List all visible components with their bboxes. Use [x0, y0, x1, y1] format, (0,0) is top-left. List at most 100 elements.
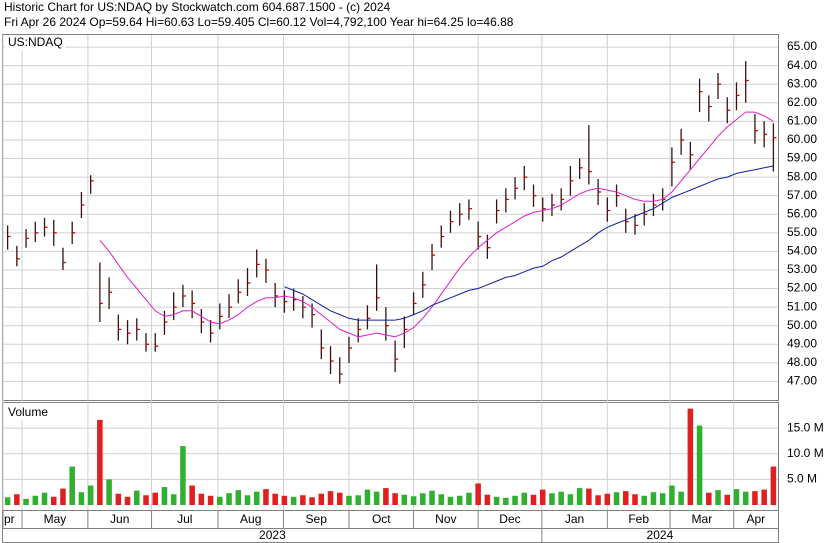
volume-bar	[678, 491, 684, 505]
volume-bar	[733, 489, 740, 505]
volume-bar	[41, 492, 48, 505]
volume-bar	[493, 496, 500, 505]
volume-bar	[401, 494, 408, 505]
y-tick-label: 52.00	[787, 281, 817, 295]
volume-bar	[420, 493, 426, 505]
volume-bar	[503, 497, 509, 505]
x-tick-label: Apr	[747, 512, 766, 526]
x-tick-label: pr	[4, 512, 15, 526]
volume-bar	[87, 485, 94, 505]
volume-bar	[180, 446, 186, 505]
y-tick-label: 62.00	[787, 95, 817, 109]
volume-bar	[484, 494, 491, 505]
volume-bar	[447, 496, 454, 505]
volume-bar	[207, 495, 214, 505]
volume-bar	[336, 492, 343, 505]
x-tick-label: Dec	[499, 512, 520, 526]
grid	[2, 35, 778, 510]
y-tick-label: 60.00	[787, 132, 817, 146]
volume-bar	[272, 493, 278, 505]
volume-bar	[198, 493, 205, 505]
y-tick-label: 65.00	[787, 39, 817, 53]
y-tick-label: 64.00	[787, 58, 817, 72]
volume-bar	[23, 498, 29, 505]
volume-bar	[32, 495, 39, 505]
volume-bar	[742, 491, 749, 505]
volume-bar	[346, 495, 352, 505]
volume-bar	[669, 485, 675, 505]
volume-bar	[521, 492, 528, 505]
volume-bar	[327, 491, 334, 505]
volume-bar	[752, 491, 758, 505]
volume-bar	[410, 496, 417, 505]
volume-bar	[226, 493, 232, 505]
volume-bar	[576, 488, 583, 505]
y-tick-label: 48.00	[787, 355, 817, 369]
volume-label: Volume	[8, 405, 48, 419]
volume-bar	[134, 490, 140, 505]
x-tick-label: Oct	[372, 512, 391, 526]
x-tick-label: Jan	[565, 512, 584, 526]
volume-bar	[429, 490, 435, 505]
volume-bar	[373, 491, 380, 505]
volume-bar	[355, 495, 361, 505]
volume-bar	[706, 492, 712, 505]
volume-bar	[392, 493, 398, 505]
y-tick-label: 56.00	[787, 206, 817, 220]
y-tick-label: 63.00	[787, 76, 817, 90]
volume-bar	[456, 495, 463, 505]
chart-subtitle: Fri Apr 26 2024 Op=59.64 Hi=60.63 Lo=59.…	[4, 15, 514, 29]
y-tick-label: 50.00	[787, 318, 817, 332]
volume-bar	[263, 489, 269, 505]
volume-bar	[715, 490, 721, 505]
volume-bar	[641, 495, 647, 505]
y-tick-label: 49.00	[787, 336, 817, 350]
volume-bar	[124, 496, 131, 505]
volume-bar	[364, 489, 371, 505]
y-tick-label: 54.00	[787, 244, 817, 258]
volume-bar	[539, 489, 546, 505]
volume-bar	[383, 488, 389, 505]
volume-box	[5, 404, 57, 420]
volume-bar	[475, 483, 481, 505]
volume-bar	[60, 488, 66, 505]
volume-bar	[770, 466, 777, 505]
volume-bar	[761, 489, 767, 505]
marks	[4, 61, 777, 505]
volume-tick-label: 10.0 M	[787, 446, 824, 460]
volume-bar	[650, 492, 657, 505]
volume-bar	[530, 494, 537, 505]
volume-bar	[290, 496, 297, 505]
volume-bar	[586, 488, 592, 505]
volume-bar	[595, 495, 601, 505]
y-tick-label: 61.00	[787, 114, 817, 128]
volume-bar	[14, 494, 20, 505]
volume-bar	[170, 494, 177, 505]
year-label: 2023	[259, 528, 286, 542]
volume-bar	[253, 491, 260, 505]
volume-bar	[558, 491, 564, 505]
volume-bar	[466, 492, 472, 505]
x-tick-label: Aug	[240, 512, 261, 526]
volume-bar	[724, 494, 731, 505]
volume-tick-label: 15.0 M	[787, 420, 824, 434]
volume-bar	[281, 495, 288, 505]
chart-title: Historic Chart for US:NDAQ by Stockwatch…	[4, 0, 390, 14]
year-label: 2024	[647, 528, 674, 542]
volume-bar	[687, 408, 694, 505]
volume-bar	[4, 497, 11, 505]
y-tick-label: 51.00	[787, 299, 817, 313]
volume-bar	[50, 496, 57, 505]
volume-bar	[106, 479, 112, 505]
volume-bar	[161, 487, 168, 505]
y-tick-label: 47.00	[787, 374, 817, 388]
volume-bar	[613, 492, 620, 505]
x-tick-label: Jun	[110, 512, 129, 526]
volume-bar	[632, 494, 638, 505]
y-tick-label: 57.00	[787, 188, 817, 202]
volume-bar	[189, 485, 195, 505]
y-tick-label: 55.00	[787, 225, 817, 239]
x-tick-label: Feb	[628, 512, 649, 526]
